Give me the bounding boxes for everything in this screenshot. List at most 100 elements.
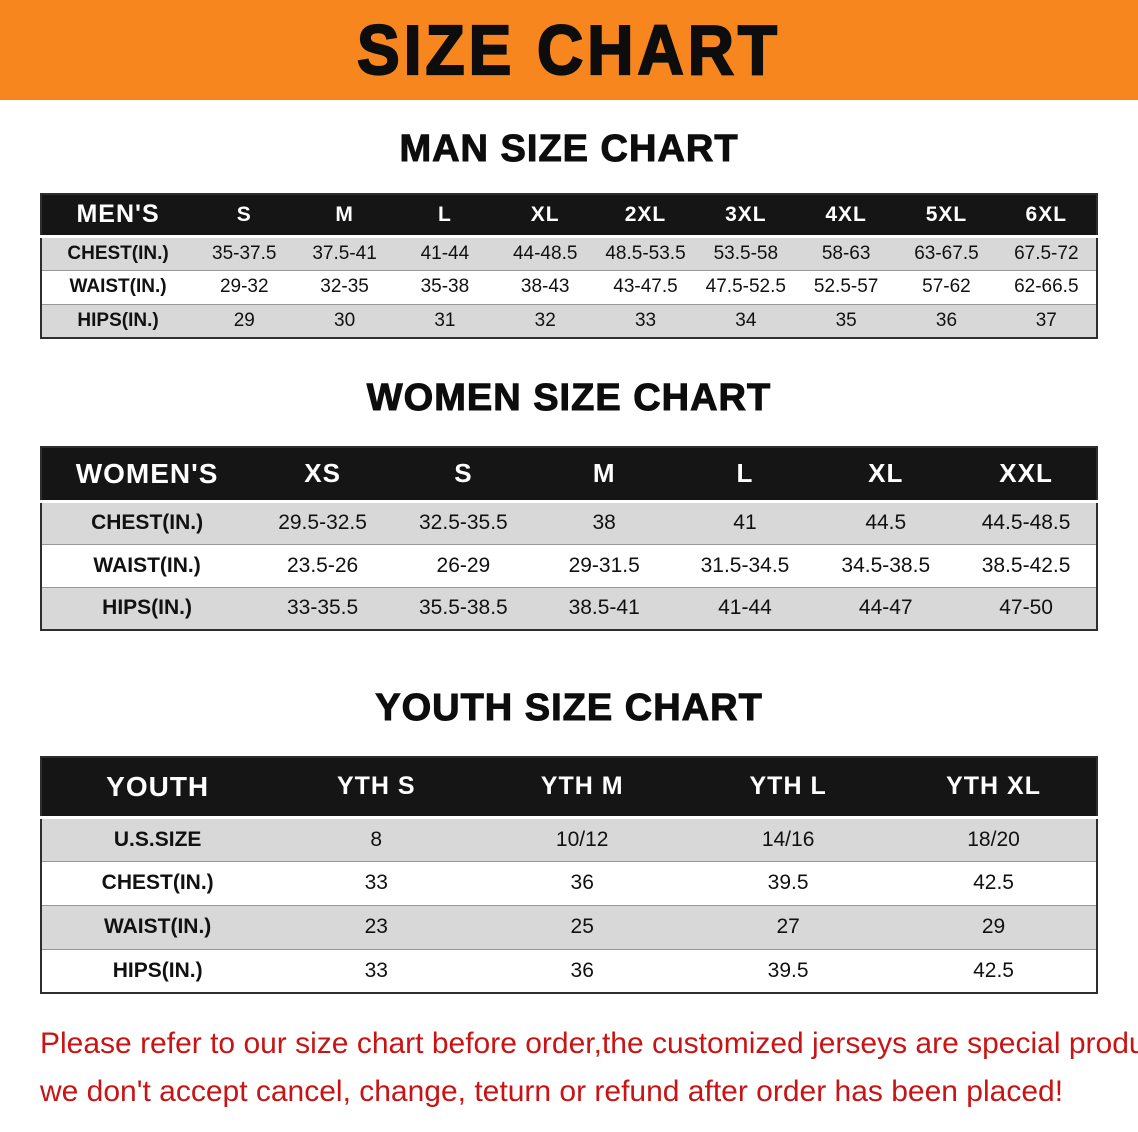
men-size-value: 33 (595, 303, 696, 338)
men-size-col-header: XL (495, 194, 596, 238)
men-size-value: 37 (996, 303, 1097, 338)
women-size-col-header: XXL (956, 447, 1097, 503)
men-table-body: CHEST(IN.) 35-37.5 37.5-41 41-44 44-48.5 48.5… (41, 236, 1097, 338)
women-size-value: 44.5-48.5 (956, 501, 1097, 544)
men-row-label: CHEST(IN.) (41, 236, 195, 270)
men-size-value: 53.5-58 (695, 236, 796, 270)
women-size-value: 33-35.5 (252, 586, 393, 630)
women-size-section: WOMEN SIZE CHART WOMEN'S XS S M L XL XXL CHEST(I… (0, 377, 1138, 631)
women-table-row: HIPS(IN.) 33-35.5 35.5-38.5 38.5-41 41-44 44-… (41, 586, 1097, 630)
men-size-value: 35 (795, 303, 897, 338)
men-size-value: 67.5-72 (996, 236, 1097, 270)
youth-size-value: 42.5 (891, 860, 1097, 905)
women-header-row: WOMEN'S XS S M L XL XXL (41, 447, 1097, 503)
youth-size-value: 39.5 (685, 860, 892, 905)
youth-size-col-header: YTH S (273, 757, 480, 819)
youth-size-table: YOUTH YTH S YTH M YTH L YTH XL U.S.SIZE 8 10/12… (40, 756, 1098, 994)
youth-table-row: U.S.SIZE 8 10/12 14/16 18/20 (41, 817, 1097, 861)
youth-size-section: YOUTH SIZE CHART YOUTH YTH S YTH M YTH L YTH … (0, 687, 1138, 994)
men-size-table: MEN'S S M L XL 2XL 3XL 4XL 5XL 6XL CHEST(IN.) 35-37… (40, 193, 1098, 339)
women-size-value: 29.5-32.5 (252, 501, 393, 544)
youth-row-label: WAIST(IN.) (41, 904, 274, 949)
banner: SIZE CHART (0, 0, 1138, 100)
men-size-value: 34 (695, 303, 796, 338)
disclaimer-line-1: Please refer to our size chart before or… (40, 1027, 1138, 1060)
youth-size-value: 36 (479, 948, 686, 993)
men-size-col-header: 2XL (595, 194, 696, 238)
women-size-col-header: XL (815, 447, 957, 503)
men-size-value: 52.5-57 (795, 269, 897, 304)
women-size-value: 29-31.5 (533, 543, 675, 587)
women-size-value: 38.5-41 (533, 586, 675, 630)
youth-size-value: 18/20 (891, 817, 1097, 861)
men-size-value: 29-32 (194, 269, 295, 304)
men-size-value: 41-44 (394, 236, 496, 270)
youth-size-value: 23 (273, 904, 480, 949)
men-table-title: MEN'S (41, 194, 195, 238)
men-row-label: HIPS(IN.) (41, 303, 195, 338)
women-row-label: CHEST(IN.) (41, 501, 253, 544)
women-size-value: 35.5-38.5 (392, 586, 534, 630)
men-size-col-header: 5XL (896, 194, 997, 238)
women-table-head: WOMEN'S XS S M L XL XXL (41, 447, 1097, 503)
youth-size-value: 10/12 (479, 817, 686, 861)
men-size-value: 29 (194, 303, 295, 338)
disclaimer: Please refer to our size chart before or… (0, 994, 1138, 1116)
women-size-value: 23.5-26 (252, 543, 393, 587)
youth-row-label: CHEST(IN.) (41, 860, 274, 905)
size-chart-sections: MAN SIZE CHART MEN'S S M L XL 2XL 3XL 4XL 5XL 6XL C… (0, 128, 1138, 994)
women-size-col-header: XS (252, 447, 393, 503)
women-size-value: 31.5-34.5 (674, 543, 816, 587)
men-size-value: 37.5-41 (294, 236, 395, 270)
men-size-value: 30 (294, 303, 395, 338)
men-size-value: 35-38 (394, 269, 496, 304)
youth-table-row: WAIST(IN.) 23 25 27 29 (41, 904, 1097, 949)
men-size-value: 47.5-52.5 (695, 269, 796, 304)
women-size-value: 34.5-38.5 (815, 543, 957, 587)
youth-size-value: 14/16 (685, 817, 892, 861)
men-size-col-header: S (194, 194, 295, 238)
men-row-label: WAIST(IN.) (41, 269, 195, 304)
women-size-value: 41 (674, 501, 816, 544)
women-table-title: WOMEN'S (41, 447, 253, 503)
men-size-col-header: 4XL (795, 194, 897, 238)
banner-title: SIZE CHART (356, 10, 781, 90)
youth-size-value: 29 (891, 904, 1097, 949)
women-size-value: 26-29 (392, 543, 534, 587)
disclaimer-line-2: we don't accept cancel, change, teturn o… (40, 1075, 1064, 1108)
men-size-col-header: 3XL (695, 194, 796, 238)
men-size-section: MAN SIZE CHART MEN'S S M L XL 2XL 3XL 4XL 5XL 6XL C… (0, 128, 1138, 339)
women-size-col-header: S (392, 447, 534, 503)
men-size-col-header: 6XL (996, 194, 1097, 238)
women-size-value: 44-47 (815, 586, 957, 630)
youth-size-col-header: YTH XL (891, 757, 1097, 819)
men-size-value: 57-62 (896, 269, 997, 304)
youth-table-row: CHEST(IN.) 33 36 39.5 42.5 (41, 860, 1097, 905)
men-table-row: WAIST(IN.) 29-32 32-35 35-38 38-43 43-47.5 47.… (41, 269, 1097, 304)
men-size-value: 38-43 (495, 269, 596, 304)
youth-size-value: 42.5 (891, 948, 1097, 993)
women-size-col-header: L (674, 447, 816, 503)
men-size-value: 58-63 (795, 236, 897, 270)
youth-row-label: HIPS(IN.) (41, 948, 274, 993)
youth-size-value: 33 (273, 860, 480, 905)
women-table-body: CHEST(IN.) 29.5-32.5 32.5-35.5 38 41 44.5 44.5… (41, 501, 1097, 630)
women-size-table: WOMEN'S XS S M L XL XXL CHEST(IN.) 29.5-32.5 32.5… (40, 446, 1098, 631)
men-size-col-header: M (294, 194, 395, 238)
men-section-heading: MAN SIZE CHART (399, 128, 739, 171)
men-size-col-header: L (394, 194, 496, 238)
youth-size-value: 36 (479, 860, 686, 905)
youth-table-head: YOUTH YTH S YTH M YTH L YTH XL (41, 757, 1097, 819)
men-size-value: 43-47.5 (595, 269, 696, 304)
youth-header-row: YOUTH YTH S YTH M YTH L YTH XL (41, 757, 1097, 819)
youth-size-value: 8 (273, 817, 480, 861)
men-size-value: 48.5-53.5 (595, 236, 696, 270)
women-size-value: 32.5-35.5 (392, 501, 534, 544)
men-table-row: CHEST(IN.) 35-37.5 37.5-41 41-44 44-48.5 48.5… (41, 236, 1097, 270)
youth-section-heading: YOUTH SIZE CHART (375, 687, 763, 730)
youth-table-title: YOUTH (41, 757, 274, 819)
women-size-col-header: M (533, 447, 675, 503)
youth-size-col-header: YTH L (685, 757, 892, 819)
youth-row-label: U.S.SIZE (41, 817, 274, 861)
women-table-row: CHEST(IN.) 29.5-32.5 32.5-35.5 38 41 44.5 44.5… (41, 501, 1097, 544)
